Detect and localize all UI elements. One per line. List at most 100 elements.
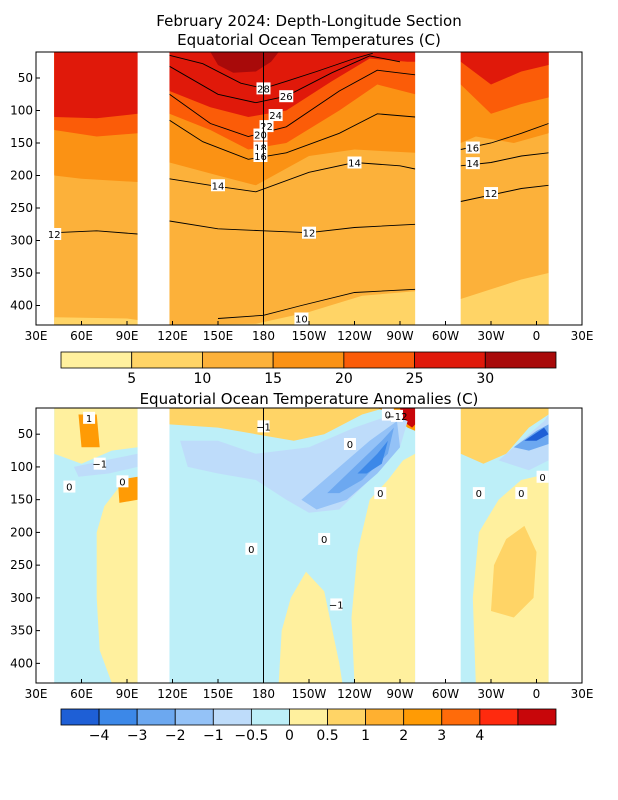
x-tick-label: 90W [386, 687, 413, 701]
temperature-fill [54, 52, 549, 325]
band-25-30 [54, 52, 549, 119]
isotherm-label: 12 [485, 189, 498, 200]
colorbar-label: 5 [127, 371, 136, 387]
y-tick-label: 350 [10, 624, 33, 638]
contour-label-bg [390, 409, 403, 422]
contour-label: 0 [539, 473, 545, 484]
colorbar-label: −1 [203, 728, 224, 744]
land-gap [415, 408, 461, 683]
colorbar-swatch [403, 708, 443, 726]
x-tick-label: 0 [533, 687, 541, 701]
isotherm-label: 14 [212, 181, 225, 192]
isotherm-label: 26 [280, 92, 293, 103]
isotherm-12 [460, 184, 549, 202]
contour-label: 0 [518, 489, 524, 500]
isotherm-14 [169, 162, 416, 193]
y-tick-label: 50 [18, 427, 33, 441]
isotherm-label: 14 [348, 159, 361, 170]
x-tick-label: 120E [157, 687, 188, 701]
anom-pos [351, 453, 416, 683]
contour-label-bg [330, 598, 343, 611]
anom-pos-strong [400, 408, 416, 428]
colorbar-swatch [60, 351, 133, 369]
anom-pos [460, 408, 549, 464]
x-tick-label: 90E [116, 687, 139, 701]
anom-pos [491, 525, 537, 618]
contour-label: −12 [386, 412, 407, 423]
contour-label-bg [343, 438, 356, 451]
x-tick-label: 120W [337, 329, 372, 343]
land-gap [137, 52, 170, 325]
colorbar-label: −3 [127, 728, 148, 744]
contour-label-bg [536, 470, 549, 483]
land-gap [415, 52, 461, 325]
x-tick-label: 90W [386, 329, 413, 343]
contour-label: 0 [347, 440, 353, 451]
land-gap [137, 408, 170, 683]
x-tick-label: 30E [25, 687, 48, 701]
colorbar-label: −0.5 [234, 728, 268, 744]
anomaly-colorbar: −4 −3 −2 −1 −0.5 0 0.5 1 2 3 4 [60, 708, 557, 744]
x-tick-label: 0 [533, 329, 541, 343]
y-tick-label: 100 [10, 104, 33, 118]
isotherm-10 [217, 288, 416, 319]
isotherm-label-bg [279, 90, 294, 103]
contour-label-bg [515, 487, 528, 500]
isotherm-label: 12 [303, 229, 316, 240]
isotherm-label: 20 [254, 131, 267, 142]
contour-label: 1 [86, 414, 92, 425]
colorbar-swatch [479, 708, 519, 726]
contour-label: 0 [321, 535, 327, 546]
colorbar-label: 1 [361, 728, 370, 744]
isotherm-label-bg [302, 226, 316, 239]
temperature-colorbar: 5 10 15 20 25 30 [60, 351, 557, 387]
colorbar-label: 4 [475, 728, 484, 744]
contour-label: 0 [385, 411, 391, 422]
isotherm-label: 22 [260, 122, 273, 133]
x-tick-label: 30W [477, 329, 504, 343]
colorbar-label: 10 [194, 371, 212, 387]
isotherm-label: 12 [48, 230, 61, 241]
y-tick-label: 400 [10, 299, 33, 313]
anom-pos [96, 480, 138, 683]
y-tick-label: 250 [10, 558, 33, 572]
colorbar-label: 20 [335, 371, 353, 387]
x-tick-label: 150W [292, 329, 327, 343]
contour-label: 0 [377, 489, 383, 500]
contour-label: 0 [476, 489, 482, 500]
colorbar-swatch [365, 708, 405, 726]
colorbar-swatch [98, 708, 138, 726]
isotherm-label: 16 [254, 152, 267, 163]
colorbar-swatch [131, 351, 203, 369]
y-tick-label: 350 [10, 266, 33, 280]
isotherm-12 [54, 230, 138, 235]
anomaly-plot: 1−10 00−10−100−120 00050100150200250300350… [10, 407, 593, 701]
colorbar-label: 30 [476, 371, 494, 387]
colorbar-swatch [441, 708, 481, 726]
colorbar-label: −4 [89, 728, 110, 744]
isotherm-label: 10 [295, 315, 308, 326]
y-tick-label: 150 [10, 136, 33, 150]
colorbar-label: 3 [437, 728, 446, 744]
contour-label-bg [318, 532, 331, 545]
x-tick-label: 150W [292, 687, 327, 701]
isotherm-22 [169, 69, 416, 137]
contour-label: −1 [92, 460, 107, 471]
isotherm-label-bg [465, 141, 480, 154]
y-tick-label: 100 [10, 460, 33, 474]
contour-label: −1 [329, 600, 344, 611]
x-tick-label: 120W [337, 687, 372, 701]
anom-pos [169, 408, 385, 441]
contour-label-bg [472, 487, 485, 500]
colorbar-swatch [517, 708, 557, 726]
y-tick-label: 50 [18, 71, 33, 85]
isotherm-label: 24 [269, 111, 282, 122]
x-tick-label: 60W [432, 687, 459, 701]
x-tick-label: 180 [252, 687, 275, 701]
anom-neg [73, 453, 138, 477]
isotherm-label: 18 [254, 144, 267, 155]
x-tick-label: 120E [157, 329, 188, 343]
band-30-plus [210, 52, 279, 73]
